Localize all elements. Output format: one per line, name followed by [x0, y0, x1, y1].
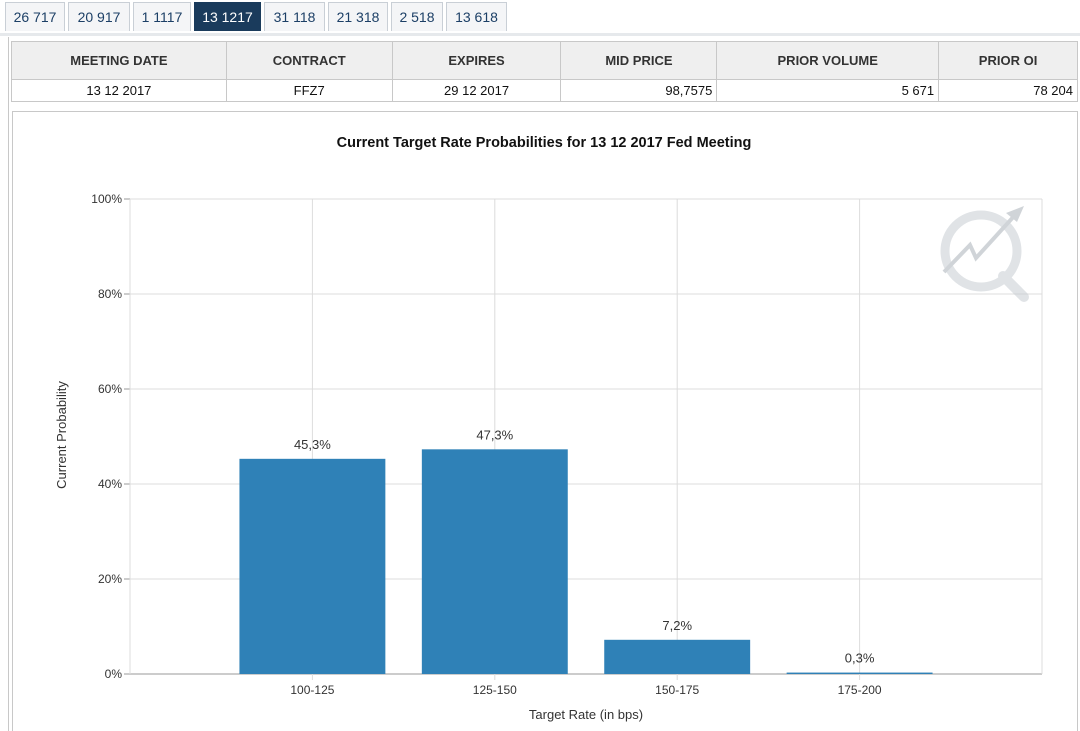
- header-contract: CONTRACT: [225, 41, 393, 80]
- tab-meeting-5[interactable]: 31 118: [264, 2, 325, 31]
- tab-meeting-2[interactable]: 20 917: [68, 2, 130, 31]
- chart-panel: [12, 111, 1078, 731]
- header-expires: EXPIRES: [391, 41, 562, 80]
- tab-meeting-6[interactable]: 21 318: [328, 2, 388, 31]
- table-header-row: MEETING DATE CONTRACT EXPIRES MID PRICE …: [11, 41, 1078, 80]
- meeting-tabs: 26 717 20 917 1 1117 13 1217 31 118 21 3…: [0, 0, 1080, 34]
- tab-meeting-7[interactable]: 2 518: [391, 2, 443, 31]
- header-prior-oi: PRIOR OI: [938, 41, 1078, 80]
- tab-meeting-4[interactable]: 13 1217: [194, 2, 261, 31]
- table-row: 13 12 2017 FFZ7 29 12 2017 98,7575 5 671…: [11, 79, 1078, 102]
- cell-prior-oi: 78 204: [938, 79, 1078, 102]
- tab-meeting-3[interactable]: 1 1117: [133, 2, 191, 31]
- cell-contract: FFZ7: [225, 79, 393, 102]
- content-frame: [8, 37, 1080, 731]
- header-prior-volume: PRIOR VOLUME: [716, 41, 940, 80]
- tab-underline: [0, 33, 1080, 36]
- cell-mid-price: 98,7575: [560, 79, 718, 102]
- tab-meeting-8[interactable]: 13 618: [446, 2, 507, 31]
- cell-meeting-date: 13 12 2017: [11, 79, 227, 102]
- cell-prior-volume: 5 671: [716, 79, 940, 102]
- header-mid-price: MID PRICE: [560, 41, 718, 80]
- cell-expires: 29 12 2017: [391, 79, 562, 102]
- tab-meeting-1[interactable]: 26 717: [5, 2, 65, 31]
- header-meeting-date: MEETING DATE: [11, 41, 227, 80]
- meeting-info-table: MEETING DATE CONTRACT EXPIRES MID PRICE …: [11, 41, 1078, 102]
